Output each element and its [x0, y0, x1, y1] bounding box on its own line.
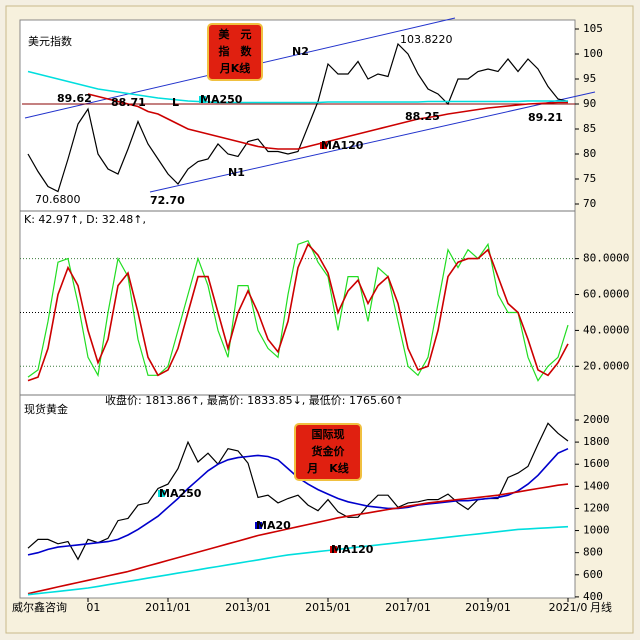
annotation: 72.70 — [150, 194, 185, 207]
annotation: 103.8220 — [400, 33, 453, 46]
y-tick-label: 20.0000 — [583, 359, 629, 372]
y-tick-label: 100 — [583, 47, 603, 60]
footer-text: 月线 — [590, 600, 612, 614]
footer-bg — [8, 600, 86, 616]
x-tick-label: 2015/01 — [305, 601, 351, 614]
y-tick-label: 70 — [583, 197, 596, 210]
y-tick-label: 1600 — [583, 457, 610, 470]
series-label-swatch — [320, 142, 327, 149]
badge-text: 月 K线 — [306, 461, 349, 475]
y-tick-label: 2000 — [583, 413, 610, 426]
annotation: N1 — [228, 166, 245, 179]
series-label-swatch — [158, 490, 165, 497]
badge-text: 国际现 — [312, 427, 345, 441]
series-label: MA120 — [321, 139, 364, 152]
x-tick-label: 2021/0 — [549, 601, 588, 614]
series-label-swatch — [255, 522, 262, 529]
series-label: MA20 — [256, 519, 291, 532]
badge-text: 货金价 — [311, 444, 346, 458]
series-line — [27, 42, 569, 193]
series-line — [27, 525, 569, 596]
y-tick-label: 600 — [583, 568, 603, 581]
series-line — [87, 93, 568, 150]
info-line: 收盘价: 1813.86↑, 最高价: 1833.85↓, 最低价: 1765.… — [105, 393, 404, 407]
series-line — [27, 483, 569, 595]
badge — [207, 23, 263, 81]
series-label-swatch — [330, 546, 337, 553]
annotation: 70.6800 — [35, 193, 81, 206]
series-line — [27, 70, 568, 104]
plot-area — [19, 19, 576, 599]
y-tick-label: 75 — [583, 172, 596, 185]
y-tick-label: 1200 — [583, 501, 610, 514]
series-label: MA250 — [159, 487, 202, 500]
y-tick-label: 60.0000 — [583, 288, 629, 301]
annotation: N2 — [292, 45, 309, 58]
annotation: L — [172, 96, 179, 109]
y-tick-label: 800 — [583, 546, 603, 559]
badge-text: 月K线 — [219, 61, 251, 75]
x-tick-label: 2017/01 — [385, 601, 431, 614]
y-tick-label: 105 — [583, 22, 603, 35]
y-tick-label: 90 — [583, 97, 596, 110]
series-label-swatch — [199, 96, 206, 103]
x-tick-label: 2011/01 — [145, 601, 191, 614]
badge-text: 指 数 — [219, 44, 253, 58]
series-label: MA120 — [331, 543, 374, 556]
series-line — [27, 242, 569, 382]
annotation: 88.71 — [111, 96, 146, 109]
badge — [294, 423, 362, 481]
x-tick-label: 2019/01 — [465, 601, 511, 614]
y-tick-label: 1400 — [583, 479, 610, 492]
panel-title: 现货黄金 — [24, 402, 68, 416]
channel-line — [149, 91, 596, 193]
y-tick-label: 95 — [583, 72, 596, 85]
annotation: 89.62 — [57, 92, 92, 105]
annotation: 88.25 — [405, 110, 440, 123]
footer-text: 威尔鑫咨询 — [12, 600, 67, 614]
y-tick-label: 80.0000 — [583, 252, 629, 265]
annotation: 89.21 — [528, 111, 563, 124]
y-tick-label: 1800 — [583, 435, 610, 448]
y-tick-label: 80 — [583, 147, 596, 160]
y-tick-label: 85 — [583, 122, 596, 135]
info-line: K: 42.97↑, D: 32.48↑, — [24, 213, 146, 226]
y-tick-label: 1000 — [583, 524, 610, 537]
panel-title: 美元指数 — [28, 34, 72, 48]
y-tick-label: 400 — [583, 590, 603, 603]
x-tick-label: 2013/01 — [225, 601, 271, 614]
series-label: MA250 — [200, 93, 243, 106]
y-tick-label: 40.0000 — [583, 323, 629, 336]
badge-text: 美 元 — [219, 27, 252, 41]
